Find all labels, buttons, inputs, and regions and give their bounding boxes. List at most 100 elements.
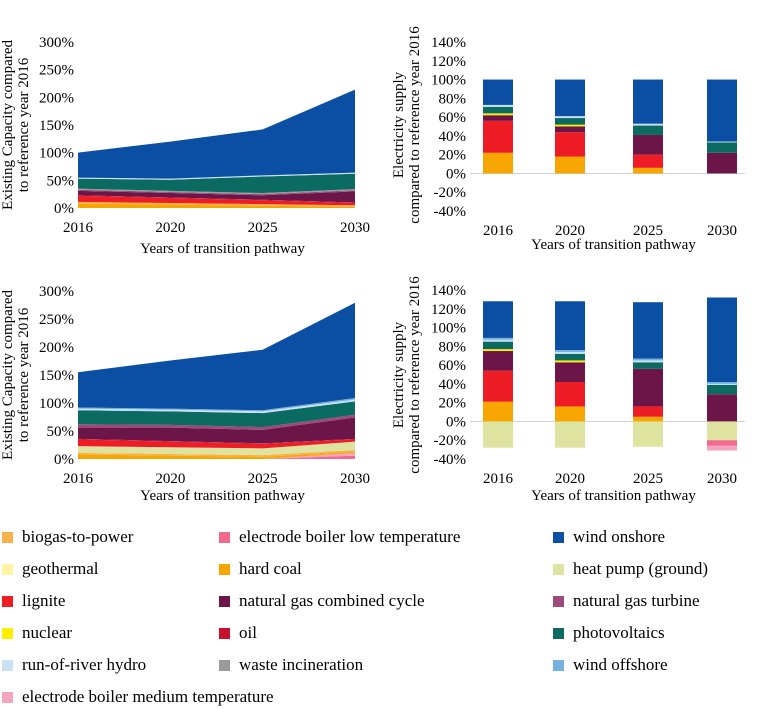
y-tick-label: 50% [47, 424, 75, 440]
y-tick-label: 50% [47, 173, 75, 189]
y-tick-label: 150% [39, 118, 74, 134]
y-tick-label: 200% [39, 340, 74, 356]
y-tick-label: 60% [439, 358, 467, 374]
legend-item: natural gas combined cycle [217, 590, 425, 612]
bar-wind_onshore [707, 79, 737, 142]
legend-label: oil [239, 623, 257, 642]
y-tick-label: 80% [439, 91, 467, 107]
bar-hard_coal [555, 406, 585, 422]
legend-item: biogas-to-power [0, 526, 133, 548]
y-tick-label: 250% [39, 63, 74, 79]
area-series-oil [78, 195, 355, 204]
area-series-natural_gas_combined_cycle [78, 417, 355, 444]
legend-item: heat pump (ground) [551, 558, 708, 580]
x-tick-label: 2020 [155, 471, 185, 487]
bar-photovoltaics [707, 384, 737, 395]
y-tick-label: -20% [434, 185, 467, 201]
x-axis-title: Years of transition pathway [531, 488, 696, 504]
legend-swatch [219, 659, 230, 671]
bar-natural_gas_combined_cycle [707, 152, 737, 174]
legend-item: lignite [0, 590, 65, 612]
y-tick-label: 150% [39, 368, 74, 384]
bar-heat_pump_ground [707, 421, 737, 441]
legend-swatch [219, 595, 230, 607]
y-axis-title-line: Electricity supply [391, 321, 407, 428]
bar-run_of_river_hydro [707, 141, 737, 143]
legend-label: electrode boiler medium temperature [22, 687, 274, 706]
bar-photovoltaics [633, 125, 663, 135]
x-axis-title: Years of transition pathway [140, 488, 305, 504]
supply_a-chart: -40% -20% 0% 20% 40% 60% 80% 100% 120% 140% Electr… [391, 26, 745, 253]
area-series-natural_gas_turbine [78, 414, 355, 430]
bar-nuclear [483, 113, 513, 116]
y-tick-label: 300% [39, 284, 74, 300]
bar-lignite [633, 406, 663, 417]
bar-natural_gas_combined_cycle [483, 351, 513, 371]
legend-swatch [553, 595, 564, 607]
legend-label: biogas-to-power [22, 527, 134, 546]
y-tick-label: 100% [431, 321, 466, 337]
legend-item: run-of-river hydro [0, 654, 146, 676]
bar-heat_pump_ground [633, 421, 663, 447]
area-series-photovoltaics [78, 173, 355, 194]
y-tick-label: -20% [434, 433, 467, 449]
y-tick-label: 0% [54, 452, 74, 468]
y-tick-label: 0% [446, 414, 466, 430]
legend-label: waste incineration [239, 655, 364, 674]
area-series-hard_coal [78, 203, 355, 208]
legend-item: electrode boiler low temperature [217, 526, 460, 548]
bar-wind_onshore [707, 297, 737, 383]
y-tick-label: 0% [446, 166, 466, 182]
legend-label: natural gas turbine [573, 591, 700, 610]
legend-label: lignite [22, 591, 66, 610]
bar-electrode_boiler_low_temperature [707, 440, 737, 446]
y-tick-label: -40% [434, 452, 467, 468]
bar-hard_coal [633, 416, 663, 422]
bar-nuclear [555, 360, 585, 363]
x-tick-label: 2025 [633, 223, 663, 239]
y-tick-label: 200% [39, 90, 74, 106]
bar-run_of_river_hydro [483, 104, 513, 107]
y-tick-label: 300% [39, 35, 74, 51]
y-tick-label: 40% [439, 129, 467, 145]
y-axis-title-line: Existing Capacity compared [0, 40, 16, 210]
bar-natural_gas_combined_cycle [555, 126, 585, 133]
area-series-lignite [78, 439, 355, 449]
bar-natural_gas_combined_cycle [483, 115, 513, 121]
legend-label: run-of-river hydro [22, 655, 147, 674]
y-tick-label: 250% [39, 312, 74, 328]
y-axis-title-line: compared to reference year 2016 [407, 276, 423, 474]
bar-photovoltaics [633, 362, 663, 369]
bar-run_of_river_hydro [483, 339, 513, 342]
legend-label: heat pump (ground) [573, 559, 709, 578]
bar-photovoltaics [483, 106, 513, 114]
area-series-hard_coal [78, 451, 355, 459]
y-axis-title-line: to reference year 2016 [16, 57, 32, 192]
bar-natural_gas_combined_cycle [633, 134, 663, 155]
legend-item: geothermal [0, 558, 98, 580]
capacity_a-chart: 0% 50% 100% 150% 200% 250% 300% Existing Capaci… [0, 35, 370, 257]
bar-natural_gas_combined_cycle [707, 394, 737, 422]
legend-item: wind offshore [551, 654, 668, 676]
legend-label: electrode boiler low temperature [239, 527, 461, 546]
y-tick-label: 20% [439, 148, 467, 164]
legend-label: photovoltaics [573, 623, 665, 642]
y-tick-label: 140% [431, 283, 466, 299]
area-series-electrode_boiler_low_temperature [78, 455, 355, 459]
x-tick-label: 2025 [248, 471, 278, 487]
supply_b-chart: -40% -20% 0% 20% 40% 60% 80% 100% 120% 140% Electr… [391, 276, 745, 504]
bar-photovoltaics [483, 341, 513, 350]
bar-photovoltaics [707, 142, 737, 153]
y-axis-title: Electricity supplycompared to reference … [391, 26, 423, 224]
bar-photovoltaics [555, 353, 585, 361]
y-tick-label: 100% [431, 73, 466, 89]
bar-run_of_river_hydro [555, 116, 585, 119]
x-tick-label: 2030 [340, 220, 370, 236]
bar-wind_onshore [555, 301, 585, 351]
area-series-natural_gas_combined_cycle [78, 190, 355, 203]
bar-wind_offshore [483, 337, 513, 340]
x-tick-label: 2016 [63, 220, 94, 236]
x-tick-label: 2016 [483, 223, 514, 239]
x-tick-label: 2016 [483, 471, 514, 487]
x-axis-title: Years of transition pathway [140, 241, 305, 257]
